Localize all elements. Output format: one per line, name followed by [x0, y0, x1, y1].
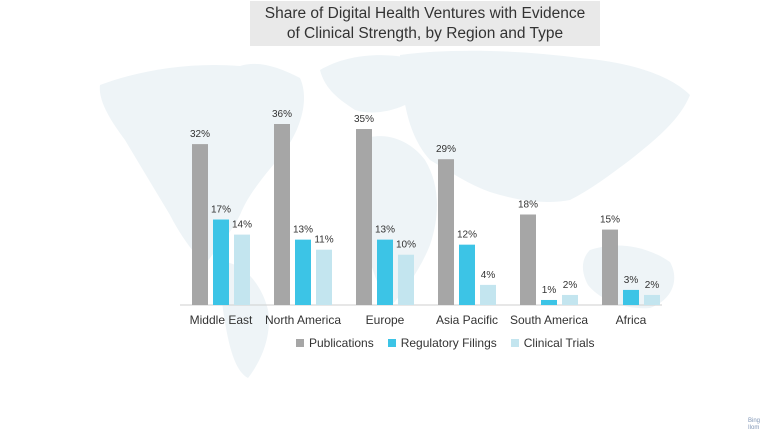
- bar-north-america-regulatory-filings: [295, 239, 311, 305]
- legend: Publications Regulatory Filings Clinical…: [296, 336, 594, 350]
- value-label-africa-publications: 15%: [600, 215, 620, 226]
- legend-label-clinical-trials: Clinical Trials: [523, 336, 595, 350]
- value-label-asia-pacific-publications: 29%: [436, 144, 456, 155]
- chart-title-line-2: of Clinical Strength, by Region and Type: [286, 24, 564, 42]
- value-label-south-america-regulatory-filings: 1%: [542, 285, 557, 296]
- category-label-south-america: South America: [510, 313, 588, 327]
- value-label-europe-clinical-trials: 10%: [396, 240, 416, 251]
- bar-middle-east-clinical-trials: [234, 234, 250, 305]
- bar-africa-regulatory-filings: [623, 289, 639, 305]
- legend-label-regulatory-filings: Regulatory Filings: [400, 336, 497, 350]
- value-label-south-america-clinical-trials: 2%: [563, 280, 578, 291]
- bars-group: [192, 124, 660, 305]
- bar-africa-clinical-trials: [644, 294, 660, 305]
- legend-item-regulatory-filings: Regulatory Filings: [387, 336, 497, 350]
- legend-label-publications: Publications: [309, 336, 374, 350]
- value-labels-group: 32%17%14%36%13%11%35%13%10%29%12%4%18%1%…: [190, 109, 659, 296]
- value-label-europe-publications: 35%: [354, 114, 374, 125]
- legend-item-publications: Publications: [296, 336, 374, 350]
- category-label-africa: Africa: [616, 313, 647, 327]
- bar-south-america-regulatory-filings: [541, 299, 557, 305]
- bar-middle-east-regulatory-filings: [213, 219, 229, 305]
- category-label-north-america: North America: [265, 313, 341, 327]
- bar-middle-east-publications: [192, 144, 208, 305]
- bar-asia-pacific-publications: [438, 159, 454, 305]
- bar-north-america-publications: [274, 124, 290, 305]
- bar-africa-publications: [602, 229, 618, 305]
- chart-title-line-1: Share of Digital Health Ventures with Ev…: [264, 4, 586, 22]
- value-label-north-america-clinical-trials: 11%: [314, 235, 333, 246]
- value-label-africa-regulatory-filings: 3%: [624, 275, 639, 286]
- value-label-middle-east-publications: 32%: [190, 129, 210, 140]
- value-label-north-america-publications: 36%: [272, 109, 292, 120]
- map-credit: Bing Ilom: [748, 418, 760, 432]
- legend-swatch-clinical-trials: [510, 339, 519, 347]
- chart-title: Share of Digital Health Ventures with Ev…: [250, 1, 600, 46]
- legend-swatch-regulatory-filings: [387, 339, 396, 347]
- value-label-south-america-publications: 18%: [518, 200, 538, 211]
- bar-europe-clinical-trials: [398, 254, 414, 305]
- value-label-europe-regulatory-filings: 13%: [375, 225, 395, 236]
- value-label-middle-east-regulatory-filings: 17%: [211, 205, 231, 216]
- bar-south-america-publications: [520, 214, 536, 305]
- category-label-asia-pacific: Asia Pacific: [436, 313, 498, 327]
- map-credit-line-2: Ilom: [747, 425, 760, 431]
- legend-item-clinical-trials: Clinical Trials: [510, 336, 595, 350]
- bar-asia-pacific-regulatory-filings: [459, 244, 475, 305]
- category-label-middle-east: Middle East: [190, 313, 253, 327]
- bar-europe-publications: [356, 129, 372, 305]
- value-label-asia-pacific-regulatory-filings: 12%: [457, 230, 477, 241]
- bar-south-america-clinical-trials: [562, 294, 578, 305]
- value-label-north-america-regulatory-filings: 13%: [293, 225, 313, 236]
- map-credit-line-1: Bing: [747, 418, 760, 424]
- category-label-europe: Europe: [366, 313, 405, 327]
- bar-europe-regulatory-filings: [377, 239, 393, 305]
- legend-swatch-publications: [296, 339, 304, 347]
- value-label-asia-pacific-clinical-trials: 4%: [481, 270, 496, 281]
- bar-north-america-clinical-trials: [316, 249, 332, 305]
- value-label-africa-clinical-trials: 2%: [645, 280, 660, 291]
- category-labels-group: Middle East North America Europe Asia Pacif…: [190, 313, 647, 327]
- bar-asia-pacific-clinical-trials: [480, 284, 496, 305]
- value-label-middle-east-clinical-trials: 14%: [232, 220, 252, 231]
